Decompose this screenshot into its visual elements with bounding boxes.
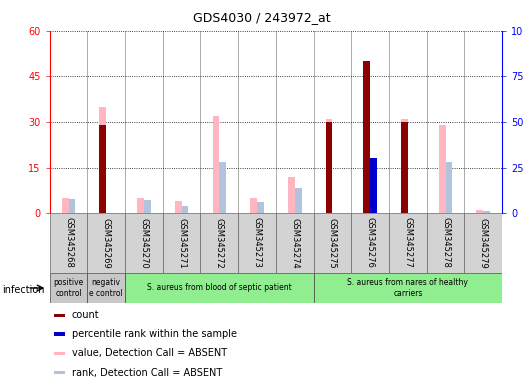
Bar bbox=[69, 199, 75, 213]
Bar bbox=[219, 162, 226, 213]
Bar bbox=[62, 198, 69, 213]
Bar bbox=[87, 213, 125, 273]
Bar bbox=[163, 213, 200, 273]
Bar bbox=[50, 273, 87, 303]
Text: GSM345268: GSM345268 bbox=[64, 217, 73, 268]
Bar bbox=[137, 198, 144, 213]
Text: infection: infection bbox=[3, 285, 45, 295]
Bar bbox=[326, 122, 333, 213]
Text: rank, Detection Call = ABSENT: rank, Detection Call = ABSENT bbox=[72, 368, 222, 378]
Text: percentile rank within the sample: percentile rank within the sample bbox=[72, 329, 237, 339]
Bar bbox=[476, 210, 483, 213]
Bar bbox=[87, 273, 125, 303]
Bar bbox=[181, 206, 188, 213]
Bar bbox=[54, 352, 65, 355]
Text: count: count bbox=[72, 310, 99, 321]
Bar bbox=[314, 273, 502, 303]
Bar bbox=[439, 125, 446, 213]
Text: S. aureus from blood of septic patient: S. aureus from blood of septic patient bbox=[147, 283, 292, 293]
Bar bbox=[370, 159, 377, 213]
Bar bbox=[50, 213, 87, 273]
Text: GSM345272: GSM345272 bbox=[215, 217, 224, 268]
Text: GSM345274: GSM345274 bbox=[290, 217, 299, 268]
Bar bbox=[250, 198, 257, 213]
Text: GSM345270: GSM345270 bbox=[140, 217, 149, 268]
Bar bbox=[257, 202, 264, 213]
Bar bbox=[54, 314, 65, 317]
Bar bbox=[99, 107, 106, 213]
Bar bbox=[427, 213, 464, 273]
Text: GSM345278: GSM345278 bbox=[441, 217, 450, 268]
Text: GDS4030 / 243972_at: GDS4030 / 243972_at bbox=[192, 12, 331, 25]
Text: GSM345273: GSM345273 bbox=[253, 217, 262, 268]
Bar bbox=[276, 213, 314, 273]
Text: value, Detection Call = ABSENT: value, Detection Call = ABSENT bbox=[72, 348, 227, 358]
Text: GSM345277: GSM345277 bbox=[403, 217, 412, 268]
Bar bbox=[351, 213, 389, 273]
Bar bbox=[54, 371, 65, 374]
Text: S. aureus from nares of healthy
carriers: S. aureus from nares of healthy carriers bbox=[347, 278, 468, 298]
Bar bbox=[238, 213, 276, 273]
Text: negativ
e control: negativ e control bbox=[89, 278, 123, 298]
Bar bbox=[144, 200, 151, 213]
Text: positive
control: positive control bbox=[53, 278, 84, 298]
Bar bbox=[446, 162, 452, 213]
Bar bbox=[295, 188, 302, 213]
Bar bbox=[212, 116, 219, 213]
Bar bbox=[464, 213, 502, 273]
Bar bbox=[54, 333, 65, 336]
Bar bbox=[401, 122, 408, 213]
Bar bbox=[125, 273, 314, 303]
Text: GSM345269: GSM345269 bbox=[102, 217, 111, 268]
Bar bbox=[314, 213, 351, 273]
Bar bbox=[99, 125, 106, 213]
Bar bbox=[363, 61, 370, 213]
Text: GSM345271: GSM345271 bbox=[177, 217, 186, 268]
Text: GSM345275: GSM345275 bbox=[328, 217, 337, 268]
Bar bbox=[389, 213, 427, 273]
Bar bbox=[175, 201, 181, 213]
Bar bbox=[200, 213, 238, 273]
Bar bbox=[483, 211, 490, 213]
Bar bbox=[401, 119, 408, 213]
Bar bbox=[125, 213, 163, 273]
Text: GSM345276: GSM345276 bbox=[366, 217, 374, 268]
Bar bbox=[288, 177, 295, 213]
Bar bbox=[326, 119, 333, 213]
Text: GSM345279: GSM345279 bbox=[479, 217, 488, 268]
